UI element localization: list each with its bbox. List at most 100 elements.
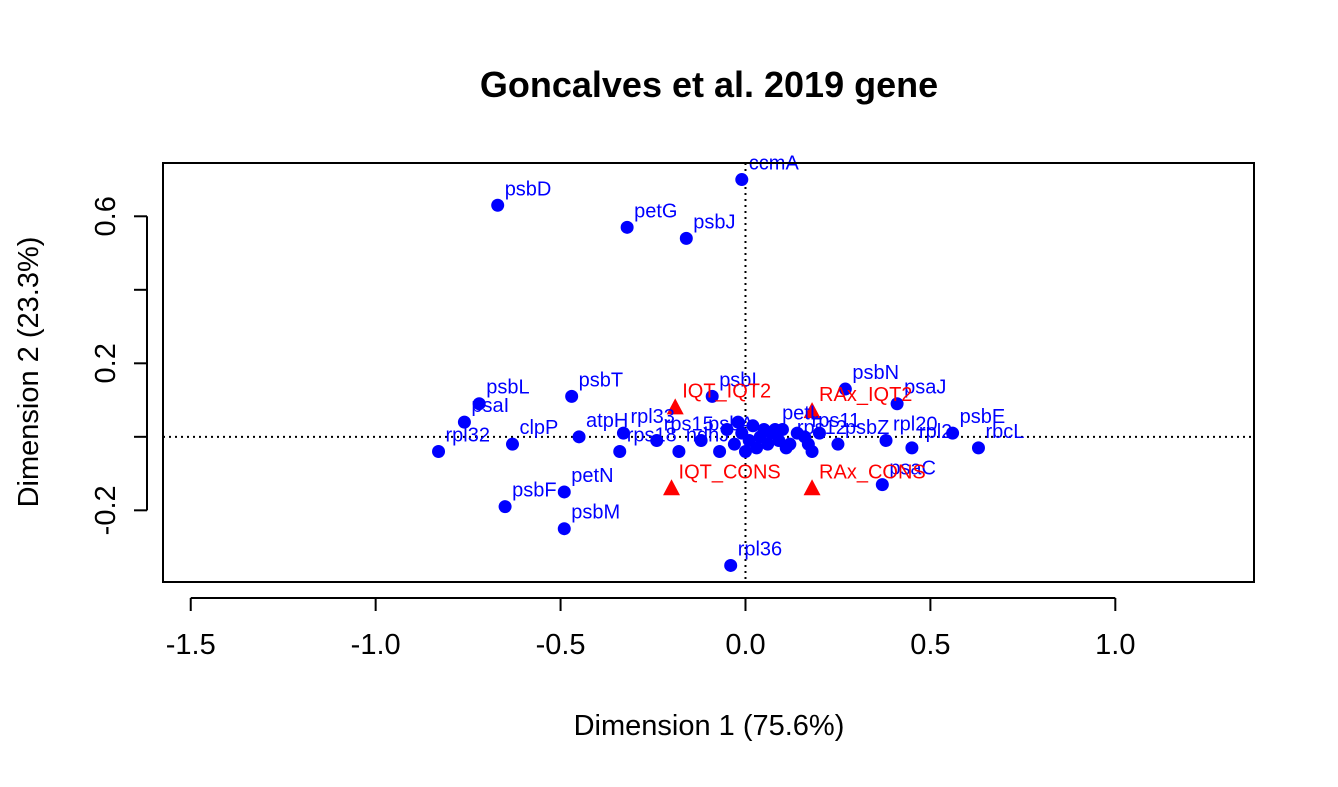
gene-point: [838, 382, 852, 396]
gene-label: rps15: [664, 413, 714, 435]
gene-points: [432, 173, 985, 572]
gene-label: psbL: [486, 377, 529, 399]
gene-point: [731, 415, 745, 429]
gene-point: [616, 426, 630, 440]
gene-point: [727, 437, 741, 451]
gene-point: [775, 422, 789, 436]
gene-point: [875, 478, 889, 492]
gene-label: rps11: [812, 410, 861, 432]
gene-point: [738, 445, 752, 459]
x-axis: -1.5 -1.0 -0.5 0.0 0.5 1.0: [166, 597, 1135, 661]
chart-title: Goncalves et al. 2019 gene: [480, 64, 938, 105]
x-tick-label: 1.0: [1095, 629, 1135, 661]
x-tick-label: -1.0: [351, 629, 401, 661]
gene-point: [694, 433, 708, 447]
gene-label: rpl20: [893, 413, 937, 435]
gene-label: psbF: [512, 480, 556, 502]
gene-point: [613, 445, 627, 459]
gene-label: rps12: [797, 417, 847, 439]
gene-label: psbT: [579, 369, 623, 391]
species-point: [666, 398, 684, 415]
gene-point: [672, 445, 686, 459]
gene-label: petL: [782, 402, 821, 424]
gene-point: [679, 231, 693, 245]
gene-point: [724, 558, 738, 572]
gene-label: psaJ: [904, 377, 946, 399]
gene-point: [557, 522, 571, 536]
plot-frame: [162, 162, 1255, 583]
gene-label: psbZ: [845, 417, 889, 439]
y-tick-label: -0.2: [90, 485, 122, 535]
gene-point: [812, 426, 826, 440]
y-tick-label: 0.2: [90, 343, 122, 383]
gene-point: [472, 397, 486, 411]
gene-label: petG: [634, 200, 677, 222]
gene-label: rpl33: [630, 406, 674, 428]
gene-label: rbcL: [985, 421, 1024, 443]
species-labels: IQT_IQT2 RAx_IQT2 IQT_CONS RAx_CONS: [679, 380, 926, 483]
gene-point: [831, 437, 845, 451]
gene-label: psaC: [889, 458, 936, 480]
gene-label: rpl36: [738, 538, 782, 560]
gene-point: [890, 397, 904, 411]
x-tick-label: 0.0: [725, 629, 765, 661]
species-points: [663, 398, 821, 496]
gene-label: rpl2: [919, 421, 952, 443]
gene-point: [761, 437, 775, 451]
x-tick-label: -0.5: [536, 629, 586, 661]
gene-point: [879, 433, 893, 447]
reference-lines: [163, 163, 1254, 582]
gene-label: psbM: [571, 502, 620, 524]
gene-label: ndhJ: [686, 425, 729, 447]
species-label: RAx_CONS: [819, 461, 926, 483]
gene-point: [650, 433, 664, 447]
species-point: [663, 479, 681, 496]
gene-label: psbD: [505, 178, 552, 200]
y-axis-label: Dimension 2 (23.3%): [13, 237, 45, 508]
x-tick-label: -1.5: [166, 629, 216, 661]
gene-point: [620, 220, 634, 234]
gene-label: rpl32: [446, 425, 490, 447]
gene-point: [905, 441, 919, 455]
y-axis: -0.2 0.2 0.6: [90, 196, 148, 535]
species-label: IQT_CONS: [679, 461, 781, 483]
species-label: IQT_IQT2: [682, 380, 771, 402]
gene-point: [505, 437, 519, 451]
gene-point: [779, 441, 793, 455]
gene-point: [557, 485, 571, 499]
species-point: [803, 402, 821, 419]
species-point: [803, 479, 821, 496]
gene-point: [491, 198, 505, 212]
gene-point: [498, 500, 512, 514]
gene-label: psbI: [719, 369, 757, 391]
gene-point: [720, 422, 734, 436]
gene-point: [750, 441, 764, 455]
x-axis-label: Dimension 1 (75.6%): [574, 710, 845, 742]
gene-point: [790, 426, 804, 440]
gene-point: [713, 445, 727, 459]
gene-label: atpH: [586, 410, 628, 432]
species-label: RAx_IQT2: [819, 384, 912, 406]
gene-label: rps18: [627, 425, 677, 447]
gene-label: psbE: [960, 406, 1006, 428]
gene-label: psbA: [708, 413, 754, 435]
gene-point: [946, 426, 960, 440]
y-tick-label: 0.6: [90, 196, 122, 236]
gene-point: [705, 389, 719, 403]
gene-point: [565, 389, 579, 403]
gene-point: [801, 437, 815, 451]
gene-point: [735, 173, 749, 187]
gene-label: clpP: [519, 417, 558, 439]
gene-point: [572, 430, 586, 444]
x-tick-label: 0.5: [910, 629, 950, 661]
gene-point: [432, 445, 446, 459]
gene-label: psbN: [852, 362, 899, 384]
gene-label: psbJ: [693, 211, 735, 233]
gene-point: [457, 415, 471, 429]
gene-label: petN: [571, 465, 613, 487]
gene-point: [746, 419, 760, 433]
gene-label: psaI: [471, 395, 509, 417]
gene-point: [971, 441, 985, 455]
